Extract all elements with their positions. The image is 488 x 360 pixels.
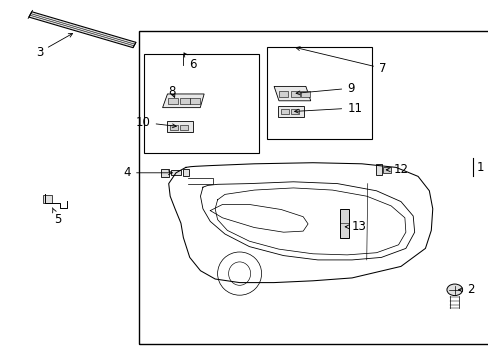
Bar bbox=[171, 170, 181, 175]
Bar bbox=[291, 91, 300, 97]
Text: 2: 2 bbox=[458, 283, 473, 296]
Bar bbox=[42, 195, 52, 202]
Text: 9: 9 bbox=[296, 82, 354, 95]
Bar bbox=[277, 106, 304, 117]
Text: 5: 5 bbox=[52, 208, 61, 226]
Bar bbox=[301, 91, 309, 97]
Bar bbox=[189, 98, 199, 104]
Text: 1: 1 bbox=[476, 161, 483, 174]
Bar bbox=[266, 47, 371, 139]
Bar bbox=[339, 209, 348, 238]
Polygon shape bbox=[273, 86, 310, 101]
Polygon shape bbox=[29, 12, 136, 48]
Bar bbox=[278, 91, 287, 97]
Text: 8: 8 bbox=[168, 85, 176, 98]
Bar bbox=[169, 125, 177, 130]
Bar bbox=[383, 167, 390, 173]
Text: 13: 13 bbox=[345, 220, 366, 233]
Bar bbox=[180, 125, 188, 130]
Bar bbox=[291, 109, 299, 114]
Bar bbox=[375, 164, 382, 175]
Text: 4: 4 bbox=[123, 166, 172, 179]
Bar bbox=[144, 54, 259, 153]
Bar bbox=[166, 121, 193, 132]
Bar bbox=[167, 98, 177, 104]
Text: 11: 11 bbox=[294, 102, 362, 114]
Text: 6: 6 bbox=[183, 53, 197, 71]
Bar bbox=[280, 109, 288, 114]
Text: 12: 12 bbox=[386, 163, 408, 176]
Text: 3: 3 bbox=[36, 33, 72, 59]
Text: 10: 10 bbox=[136, 116, 176, 129]
Bar bbox=[139, 31, 488, 344]
Circle shape bbox=[446, 284, 462, 296]
Bar bbox=[183, 169, 189, 176]
Bar bbox=[161, 169, 168, 177]
Polygon shape bbox=[162, 94, 204, 108]
Text: 7: 7 bbox=[295, 47, 386, 75]
Bar bbox=[180, 98, 189, 104]
